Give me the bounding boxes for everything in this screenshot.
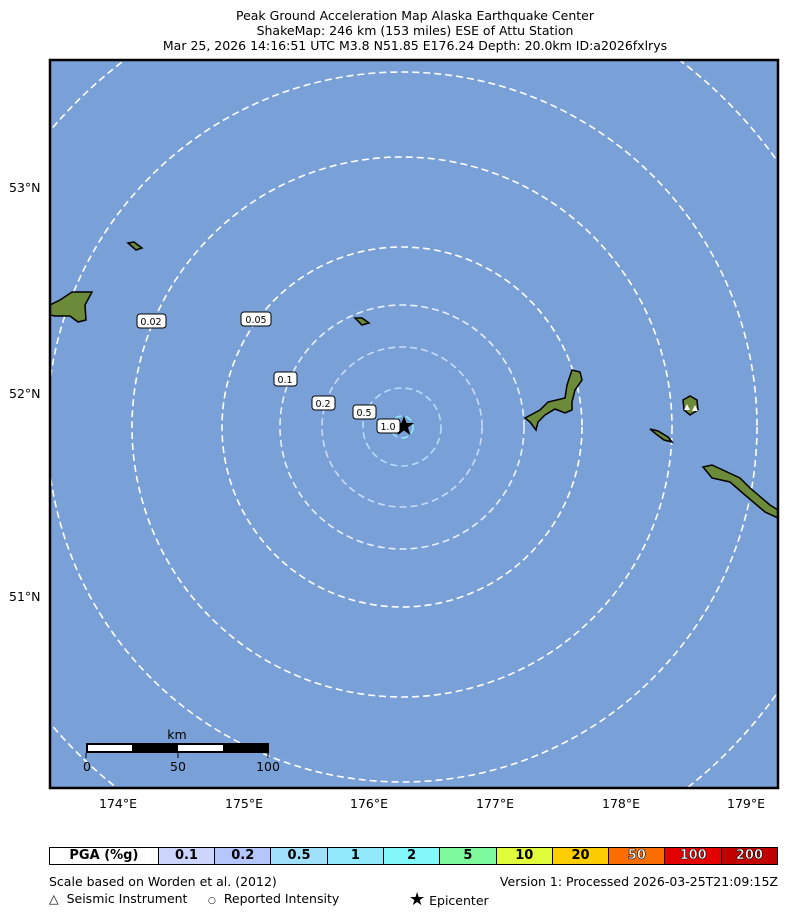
svg-text:0.05: 0.05 (245, 315, 266, 326)
legend-bin: 0.2 (214, 848, 271, 864)
legend-bin: 20 (551, 848, 609, 864)
contour-label: 0.5 (352, 404, 377, 420)
contour-0.1 (279, 304, 525, 550)
legend-bin: 1 (326, 848, 383, 864)
lon-tick: 179°E (727, 796, 766, 811)
legend-bin: 0.1 (157, 848, 215, 864)
contour-0.02 (131, 156, 673, 698)
epicenter-label: Epicenter (429, 893, 489, 908)
legend-header: PGA (%g) (50, 848, 158, 864)
lat-tick: 53°N (9, 180, 41, 195)
lon-tick: 177°E (476, 796, 515, 811)
map-frame (48, 58, 780, 790)
legend-bin: 100 (664, 848, 721, 864)
title-line-1: Peak Ground Acceleration Map Alaska Eart… (235, 8, 595, 23)
star-icon: ★ (409, 889, 426, 910)
svg-text:1.0: 1.0 (380, 422, 395, 433)
lat-tick: 51°N (9, 589, 41, 604)
seismic-legend: △ Seismic Instrument (49, 891, 187, 906)
lat-tick: 52°N (9, 386, 41, 401)
island (353, 317, 371, 326)
svg-text:50: 50 (170, 759, 186, 774)
svg-text:km: km (167, 727, 186, 742)
lon-tick: 176°E (350, 796, 389, 811)
legend-bin: 50 (608, 848, 665, 864)
lon-tick: 175°E (225, 796, 264, 811)
contour-label: 0.1 (273, 371, 298, 387)
contour-0.5 (362, 387, 442, 467)
ocean (50, 60, 778, 788)
reported-label: Reported Intensity (223, 891, 340, 906)
contour-label: 0.02 (136, 313, 167, 329)
island (126, 241, 144, 251)
contour-0.2 (321, 346, 483, 508)
contour-label: 1.0 (376, 418, 401, 434)
circle-icon: ○ (208, 896, 216, 906)
island (649, 428, 674, 444)
legend-bin: 200 (720, 848, 778, 864)
map[interactable]: 0.02 0.05 0.1 0.2 0.5 1.0 km 0 50 100 (0, 0, 788, 800)
svg-text:0.2: 0.2 (315, 399, 330, 410)
title-line-3: Mar 25, 2026 14:16:51 UTC M3.8 N51.85 E1… (162, 38, 668, 53)
contour-label: 0.05 (240, 311, 272, 327)
legend-bin: 2 (383, 848, 440, 864)
legend-bin: 10 (495, 848, 552, 864)
svg-text:0: 0 (83, 759, 91, 774)
svg-text:0.02: 0.02 (140, 317, 161, 328)
title-line-2: ShakeMap: 246 km (153 miles) ESE of Attu… (256, 23, 574, 38)
svg-text:100: 100 (256, 759, 280, 774)
star-icon[interactable] (394, 416, 414, 435)
reported-legend: ○ Reported Intensity (208, 891, 339, 906)
seismic-instrument-triangle[interactable] (684, 404, 690, 410)
contour (50, 71, 758, 783)
svg-text:0.5: 0.5 (356, 408, 371, 419)
contour-label: 0.2 (311, 395, 336, 411)
scale-note: Scale based on Worden et al. (2012) (49, 874, 277, 889)
legend-bin: 0.5 (270, 848, 327, 864)
seismic-instrument-triangle[interactable] (692, 405, 698, 411)
contour-0.05 (221, 246, 583, 608)
scalebar: km 0 50 100 (83, 727, 280, 774)
triangle-icon: △ (49, 891, 59, 906)
svg-text:0.1: 0.1 (277, 375, 292, 386)
lon-tick: 174°E (99, 796, 138, 811)
contour-labels: 0.02 0.05 0.1 0.2 0.5 1.0 (136, 311, 401, 434)
island (523, 369, 583, 432)
island (50, 291, 94, 323)
seismic-label: Seismic Instrument (66, 891, 188, 906)
lon-tick: 178°E (602, 796, 641, 811)
island (701, 464, 778, 519)
legend-bin: 5 (439, 848, 496, 864)
epicenter-legend: ★ Epicenter (409, 889, 489, 910)
version-note: Version 1: Processed 2026-03-25T21:09:15… (499, 874, 778, 889)
pga-legend: PGA (%g) 0.1 0.2 0.5 1 2 5 10 20 50 100 200 (49, 847, 778, 865)
